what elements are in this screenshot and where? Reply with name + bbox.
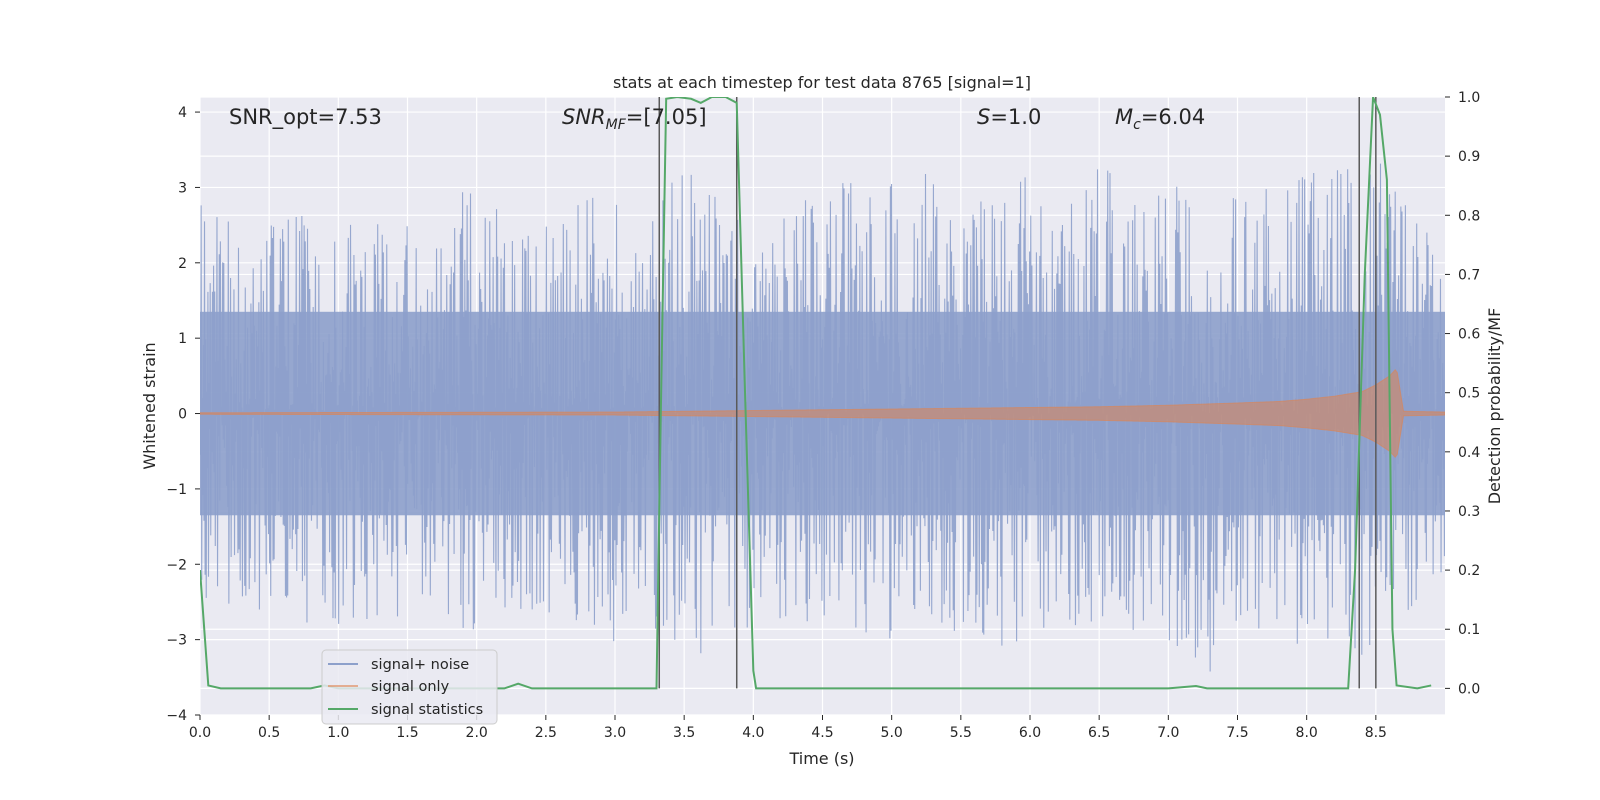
x-axis-label: Time (s): [788, 749, 854, 768]
x-tick-label: 7.5: [1226, 725, 1248, 741]
signal-only-line: [200, 369, 1445, 459]
y2-tick-label: 0.6: [1458, 327, 1480, 343]
legend-label-signal-noise: signal+ noise: [371, 657, 469, 673]
y-tick-label: 4: [178, 105, 187, 121]
y-tick-label: −1: [166, 482, 187, 498]
annotation-mc-value: =6.04: [1141, 105, 1205, 129]
annotation-s-value: =1.0: [990, 105, 1041, 129]
annotation-s: S=1.0: [977, 105, 1041, 129]
y2-tick-label: 0.9: [1458, 149, 1480, 165]
y-tick-label: −3: [166, 633, 187, 649]
y2-axis-label: Detection probability/MF: [1485, 308, 1504, 505]
annotation-mc-sub: c: [1133, 117, 1141, 133]
y-tick-label: 3: [178, 180, 187, 196]
legend: signal+ noise signal only signal statist…: [321, 649, 498, 725]
annotation-mc-main: M: [1115, 105, 1133, 129]
legend-label-signal-only: signal only: [371, 679, 450, 695]
chart-title: stats at each timestep for test data 876…: [613, 73, 1031, 92]
y2-axis-ticks: 0.0 0.1 0.2 0.3 0.4 0.5 0.6 0.7 0.8 0.9 1.0: [1445, 90, 1480, 697]
x-tick-label: 6.5: [1088, 725, 1110, 741]
legend-label-signal-statistics: signal statistics: [371, 702, 483, 718]
legend-box: [321, 649, 498, 725]
y-axis-ticks: −4 −3 −2 −1 0 1 2 3 4: [166, 105, 200, 724]
y2-tick-label: 0.7: [1458, 267, 1480, 283]
x-tick-label: 5.5: [950, 725, 972, 741]
signal-only-series: [200, 369, 1445, 459]
y-tick-label: 0: [178, 407, 187, 423]
y-tick-label: 2: [178, 256, 187, 272]
x-tick-label: 2.5: [535, 725, 557, 741]
annotation-snr-mf-sub: MF: [606, 117, 627, 133]
x-tick-label: 4.5: [811, 725, 833, 741]
x-tick-label: 3.5: [673, 725, 695, 741]
y-tick-label: −4: [166, 708, 187, 724]
y-tick-label: 1: [178, 331, 187, 347]
annotation-snr-mf-main: SNR: [562, 105, 606, 129]
x-tick-label: 4.0: [742, 725, 764, 741]
y2-tick-label: 0.3: [1458, 504, 1480, 520]
annotation-snr-mf: SNRMF=[7.05]: [562, 105, 707, 133]
y2-tick-label: 1.0: [1458, 90, 1480, 106]
x-tick-label: 0.5: [258, 725, 280, 741]
x-axis-ticks: 0.0 0.5 1.0 1.5 2.0 2.5 3.0 3.5 4.0 4.5 5.0 5.5 6.0 6…: [189, 715, 1387, 741]
x-tick-label: 5.0: [881, 725, 903, 741]
y-tick-label: −2: [166, 557, 187, 573]
x-tick-label: 8.0: [1296, 725, 1318, 741]
annotation-s-main: S: [977, 105, 990, 129]
y-axis-label: Whitened strain: [140, 342, 159, 469]
y2-tick-label: 0.2: [1458, 563, 1480, 579]
y2-tick-label: 0.8: [1458, 208, 1480, 224]
x-tick-label: 2.0: [466, 725, 488, 741]
annotation-mc: Mc=6.04: [1115, 105, 1205, 133]
y2-tick-label: 0.0: [1458, 681, 1480, 697]
x-tick-label: 7.0: [1157, 725, 1179, 741]
x-tick-label: 8.5: [1365, 725, 1387, 741]
detection-vlines: [658, 97, 1377, 689]
y2-tick-label: 0.1: [1458, 622, 1480, 638]
x-tick-label: 3.0: [604, 725, 626, 741]
y2-tick-label: 0.4: [1458, 445, 1480, 461]
annotation-snr-mf-value: =[7.05]: [626, 105, 707, 129]
x-tick-label: 1.5: [396, 725, 418, 741]
y2-tick-label: 0.5: [1458, 386, 1480, 402]
annotation-snr-opt: SNR_opt=7.53: [229, 105, 382, 130]
x-tick-label: 1.0: [327, 725, 349, 741]
x-tick-label: 0.0: [189, 725, 211, 741]
x-tick-label: 6.0: [1019, 725, 1041, 741]
